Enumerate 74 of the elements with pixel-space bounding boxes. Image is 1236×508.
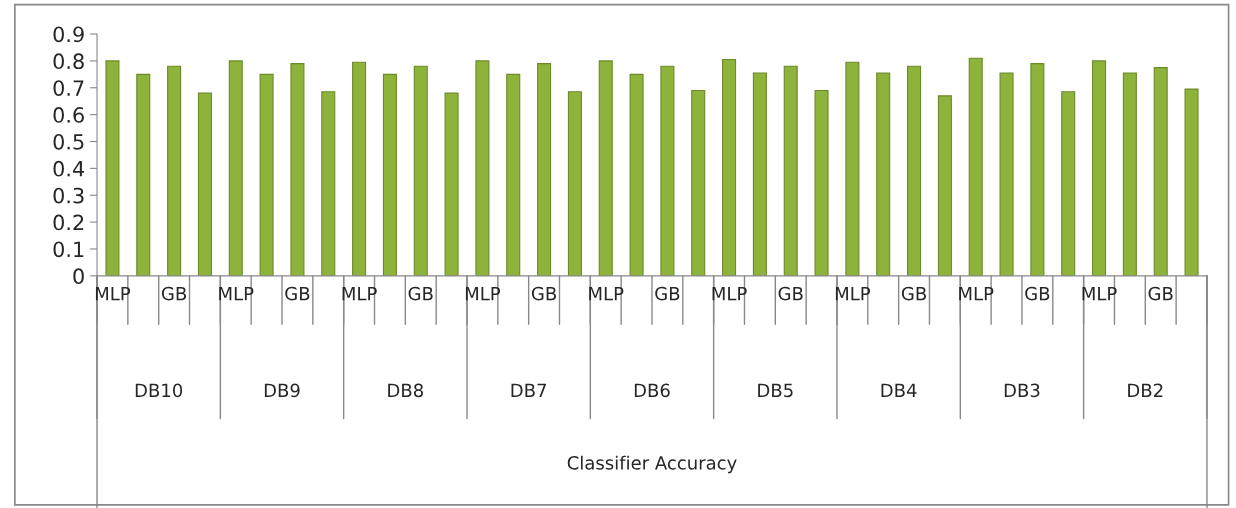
- x-tick-label: GB: [408, 286, 433, 301]
- y-tick-label: 0.6: [53, 107, 84, 123]
- text: DB10: [135, 383, 183, 398]
- bar: [660, 65, 675, 276]
- x-tick-label: MLP: [835, 287, 871, 301]
- bar: [876, 72, 891, 276]
- text: DB3: [1004, 383, 1040, 398]
- x-tick-label: GB: [531, 286, 556, 301]
- bar: [321, 91, 336, 276]
- x-tick-label: MLP: [95, 287, 131, 301]
- bar: [382, 73, 397, 276]
- x-tick-label: GB: [1025, 286, 1050, 301]
- y-tick-label: 0.7: [53, 80, 84, 96]
- bar: [907, 65, 922, 276]
- x-tick-label: GB: [285, 286, 310, 301]
- y-tick-label: 0.8: [53, 53, 84, 70]
- x-tick-label: MLP: [959, 287, 994, 301]
- bar: [167, 65, 182, 276]
- y-tick-label: 0: [73, 268, 84, 285]
- x-tick-label: MLP: [1082, 287, 1117, 301]
- text: DB2: [1128, 383, 1163, 397]
- y-tick-label: 0.1: [53, 241, 84, 258]
- bar: [1122, 72, 1137, 276]
- bar: [937, 95, 952, 276]
- y-tick-label: 0.2: [53, 214, 84, 231]
- text: DB4: [881, 383, 917, 397]
- bar: [352, 61, 367, 276]
- x-tick-label: MLP: [219, 287, 254, 301]
- x-tick-label: MLP: [465, 287, 501, 301]
- bar: [537, 63, 552, 276]
- bar: [105, 60, 120, 276]
- text: DB9: [264, 383, 300, 398]
- bar: [444, 92, 459, 276]
- bar: [567, 91, 582, 276]
- bar: [845, 61, 860, 276]
- text: Classifier Accuracy: [567, 455, 737, 474]
- y-tick-label: 0.9: [53, 26, 84, 43]
- y-tick-label: 0.3: [53, 187, 84, 204]
- x-tick-label: MLP: [342, 287, 377, 301]
- x-tick-label: GB: [1148, 286, 1173, 301]
- bar: [1184, 88, 1199, 276]
- bar: [783, 65, 798, 276]
- bar: [814, 89, 829, 276]
- x-tick-label: GB: [161, 286, 187, 301]
- bar: [290, 63, 305, 276]
- bar: [197, 92, 212, 276]
- bar: [1061, 91, 1076, 276]
- bar: [475, 60, 490, 276]
- bar: [1153, 67, 1168, 276]
- text: DB5: [758, 383, 793, 398]
- text: DB7: [511, 383, 547, 397]
- bar: [228, 60, 243, 276]
- bar: [722, 59, 737, 276]
- bar: [506, 73, 521, 276]
- bar: [691, 89, 706, 276]
- bar: [999, 72, 1014, 276]
- bar: [752, 72, 767, 276]
- bar: [136, 73, 151, 276]
- bar: [259, 73, 274, 276]
- bar: [598, 60, 613, 276]
- y-tick-label: 0.5: [53, 133, 84, 150]
- x-tick-label: GB: [901, 286, 926, 301]
- y-tick-label: 0.4: [53, 160, 85, 177]
- x-tick-label: GB: [655, 286, 680, 301]
- bar: [1030, 63, 1045, 276]
- x-tick-label: MLP: [589, 287, 624, 301]
- bar: [1092, 60, 1107, 276]
- bar: [968, 57, 983, 276]
- x-tick-label: MLP: [712, 287, 747, 301]
- bar: [413, 65, 428, 276]
- text: DB6: [634, 383, 670, 398]
- bar: [629, 73, 644, 276]
- text: DB8: [388, 383, 423, 398]
- x-tick-label: GB: [778, 286, 803, 301]
